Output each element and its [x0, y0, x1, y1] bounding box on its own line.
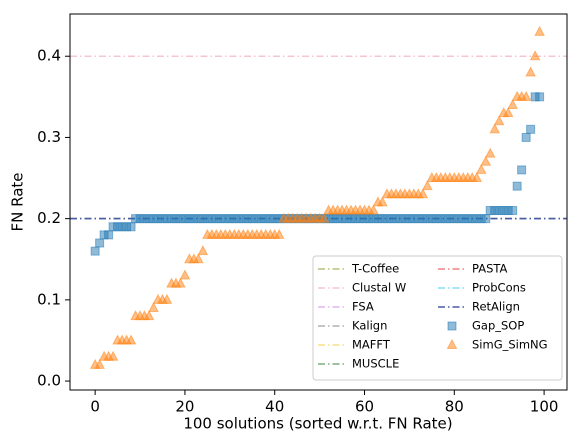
triangle-marker: [143, 310, 155, 321]
plot-area: [70, 55, 567, 220]
square-marker: [104, 230, 114, 240]
triangle-marker: [368, 204, 379, 215]
square-marker: [90, 246, 100, 256]
triangle-marker: [525, 66, 536, 77]
legend-label: Gap_SOP: [472, 319, 524, 333]
y-tick-label: 0.0: [37, 372, 61, 390]
legend-label: ProbCons: [472, 281, 526, 295]
legend-swatch: [447, 321, 457, 331]
x-tick-label: 60: [355, 398, 374, 416]
y-tick-label: 0.3: [37, 128, 61, 146]
legend-label: T-Coffee: [351, 262, 399, 276]
x-tick-label: 20: [175, 398, 194, 416]
triangle-marker: [125, 334, 137, 345]
square-marker: [512, 181, 522, 191]
legend-label: PASTA: [472, 262, 507, 276]
square-marker: [521, 132, 531, 142]
triangle-marker: [175, 277, 186, 288]
y-tick-label: 0.1: [37, 290, 61, 308]
triangle-marker: [273, 228, 285, 239]
triangle-marker: [480, 155, 492, 166]
y-axis-label: FN Rate: [9, 172, 27, 231]
legend-label: Kalign: [352, 319, 387, 333]
triangle-marker: [471, 171, 483, 183]
square-marker: [508, 206, 518, 216]
x-tick-label: 40: [265, 398, 284, 416]
legend-label: RetAlign: [472, 300, 520, 314]
triangle-marker: [179, 269, 191, 280]
square-marker: [526, 124, 536, 134]
triangle-marker: [507, 98, 519, 109]
triangle-marker: [484, 147, 496, 158]
legend-swatch: [446, 338, 458, 349]
triangle-marker: [493, 115, 505, 126]
triangle-marker: [193, 253, 204, 264]
triangle-marker: [529, 50, 541, 61]
triangle-marker: [107, 350, 119, 361]
triangle-marker: [197, 245, 209, 256]
x-tick-label: 0: [90, 398, 100, 416]
legend-label: MUSCLE: [352, 357, 399, 371]
triangle-marker: [417, 188, 429, 199]
x-axis-label: 100 solutions (sorted w.r.t. FN Rate): [183, 415, 452, 433]
square-marker: [95, 238, 105, 248]
legend: T-Coffee Clustal W FSA Kalign MAFFT MUSCLE PAS…: [312, 255, 563, 381]
triangle-marker: [148, 301, 159, 312]
x-tick-label: 100: [530, 398, 559, 416]
triangle-marker: [475, 163, 487, 174]
legend-label: FSA: [352, 300, 374, 314]
legend-box: [312, 255, 563, 381]
square-marker: [481, 214, 491, 224]
triangle-marker: [534, 25, 545, 36]
legend-label: Clustal W: [352, 281, 406, 295]
square-marker: [126, 222, 136, 232]
triangle-marker: [489, 123, 501, 134]
axes-frame: [69, 13, 568, 391]
legend-label: SimG_SimNG: [472, 338, 548, 352]
triangle-marker: [318, 212, 330, 223]
y-tick-label: 0.4: [37, 47, 61, 65]
x-tick-label: 80: [445, 398, 464, 416]
triangle-marker: [520, 90, 532, 101]
triangle-marker: [422, 180, 433, 191]
square-marker: [517, 165, 527, 175]
triangle-marker: [94, 358, 105, 369]
markers: [89, 25, 545, 369]
legend-label: MAFFT: [352, 338, 391, 352]
square-marker: [535, 92, 545, 102]
triangle-marker: [502, 107, 514, 118]
triangle-marker: [377, 196, 388, 207]
y-tick-label: 0.2: [37, 209, 61, 227]
triangle-marker: [161, 293, 173, 304]
